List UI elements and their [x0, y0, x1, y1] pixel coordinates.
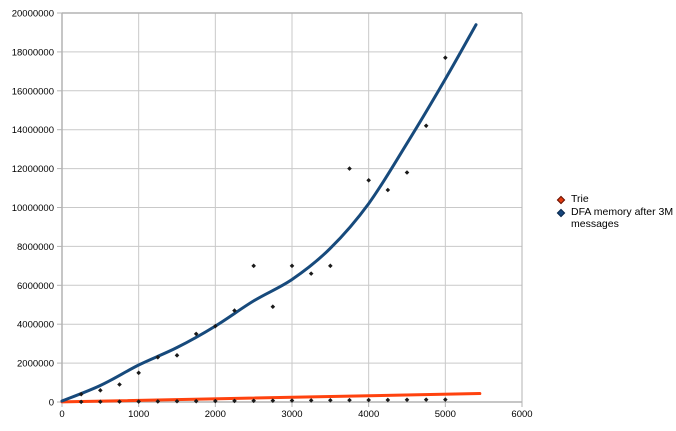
- data-point: [136, 399, 141, 404]
- data-point: [366, 397, 371, 403]
- data-point: [98, 388, 103, 393]
- data-point: [308, 398, 314, 403]
- data-point: [423, 397, 429, 402]
- data-point: [174, 398, 180, 404]
- data-point: [78, 391, 84, 397]
- legend-label-dfa: DFA memory after 3M messages: [571, 206, 674, 230]
- data-point: [213, 398, 218, 404]
- data-point: [193, 331, 199, 337]
- x-tick-label: 3000: [281, 409, 302, 420]
- x-tick-label: 0: [59, 409, 64, 420]
- data-point: [404, 397, 410, 403]
- x-tick-label: 4000: [358, 409, 379, 420]
- legend-item-dfa: DFA memory after 3M messages: [556, 206, 675, 230]
- data-point: [308, 271, 314, 276]
- y-tick-label: 20000000: [12, 9, 54, 20]
- data-point: [404, 170, 410, 175]
- trie-trend-line: [60, 392, 482, 404]
- trie-diamond-icon: [556, 195, 566, 205]
- y-tick-label: 18000000: [12, 47, 54, 58]
- data-point: [136, 370, 141, 376]
- dfa-points: [78, 55, 448, 397]
- data-point: [289, 398, 295, 403]
- x-tick-label: 2000: [205, 409, 226, 420]
- data-point: [270, 304, 276, 309]
- data-point: [117, 399, 122, 404]
- data-point: [347, 166, 352, 171]
- data-point: [251, 398, 256, 404]
- x-tick-label: 6000: [511, 409, 532, 420]
- data-point: [289, 263, 295, 269]
- y-tick-label: 16000000: [12, 86, 54, 97]
- data-point: [213, 323, 218, 329]
- gridlines: [62, 13, 522, 402]
- data-point: [174, 353, 180, 358]
- dfa-diamond-icon: [556, 208, 566, 218]
- x-tick-label: 5000: [435, 409, 456, 420]
- y-tick-label: 10000000: [12, 203, 54, 214]
- legend-label-trie: Trie: [571, 193, 589, 205]
- y-tick-label: 8000000: [17, 242, 54, 253]
- data-point: [385, 397, 391, 403]
- legend-item-trie: Trie: [556, 193, 675, 205]
- data-point: [423, 123, 429, 129]
- dfa-trend-line: [60, 23, 478, 403]
- data-point: [98, 399, 103, 405]
- data-point: [232, 398, 237, 404]
- data-point: [328, 397, 333, 403]
- y-tick-label: 2000000: [17, 359, 54, 370]
- data-point: [193, 398, 199, 404]
- data-point: [270, 398, 276, 403]
- data-point: [251, 263, 256, 269]
- trie-points: [78, 397, 448, 405]
- data-point: [347, 397, 352, 403]
- y-tick-label: 12000000: [12, 164, 54, 175]
- data-point: [78, 399, 84, 405]
- x-tick-label: 1000: [128, 409, 149, 420]
- data-point: [232, 308, 237, 313]
- y-tick-label: 14000000: [12, 125, 54, 136]
- data-point: [443, 397, 448, 402]
- data-point: [155, 354, 161, 360]
- y-tick-label: 4000000: [17, 320, 54, 331]
- legend: Trie DFA memory after 3M messages: [556, 193, 675, 230]
- data-point: [155, 399, 161, 404]
- y-tick-label: 0: [49, 398, 54, 409]
- data-point: [366, 177, 371, 183]
- data-point: [385, 187, 391, 193]
- data-point: [443, 55, 448, 61]
- data-point: [117, 382, 122, 387]
- data-point: [328, 263, 333, 269]
- y-tick-label: 6000000: [17, 281, 54, 292]
- tick-labels: 0 2000000 4000000 6000000 8000000 10000000 120…: [12, 9, 533, 421]
- axes: [57, 12, 523, 407]
